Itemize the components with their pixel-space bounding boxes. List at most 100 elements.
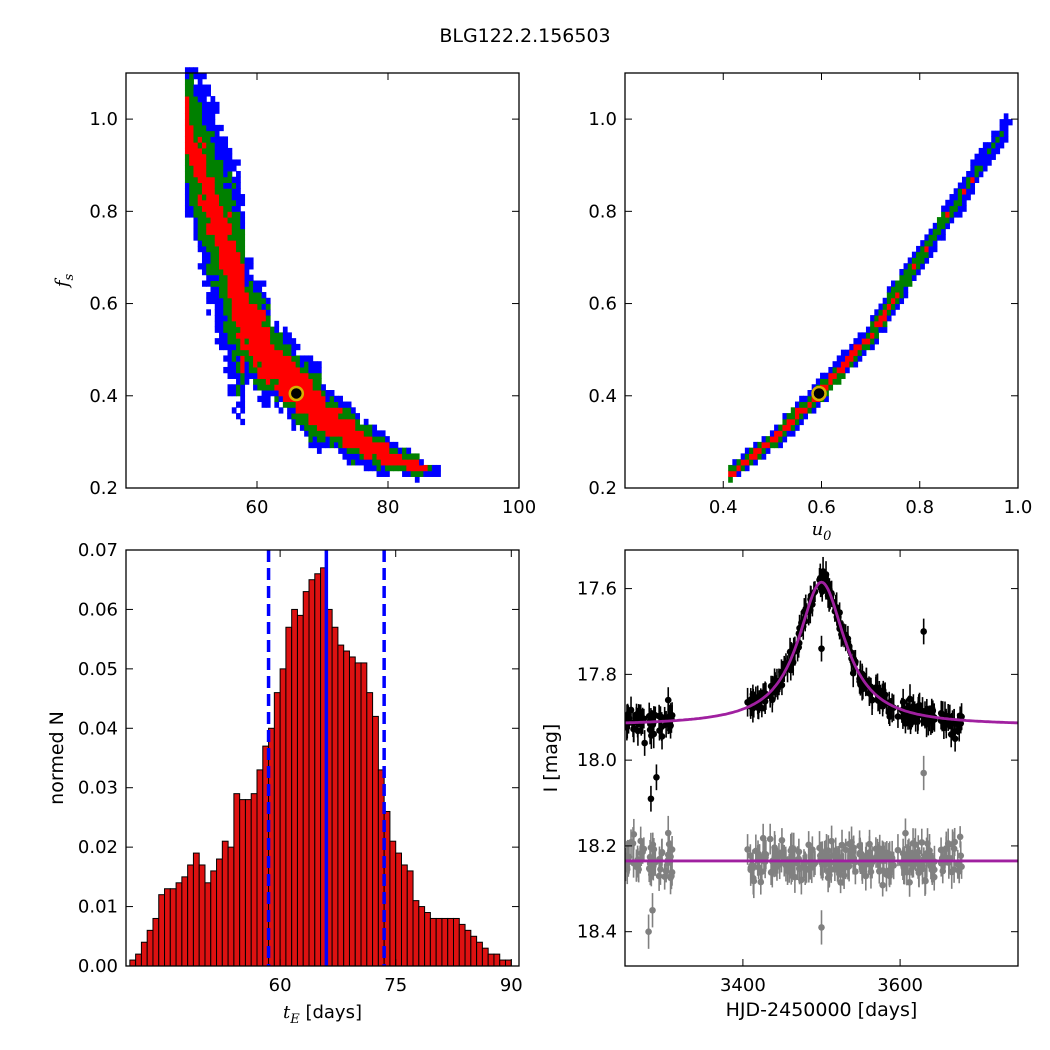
density-cell (223, 194, 229, 201)
outlier-top (664, 696, 672, 704)
density-cell (385, 470, 390, 477)
density-cell (189, 73, 194, 80)
density-cell (431, 464, 437, 472)
histogram-bar (476, 941, 483, 967)
y-axis-label: normed N (46, 711, 68, 805)
density-cell (201, 182, 207, 189)
y-tick-label: 0.2 (588, 478, 617, 499)
density-cell (227, 338, 233, 345)
density-cell (786, 424, 792, 431)
data-point-bottom (658, 848, 666, 856)
density-cell (274, 395, 280, 403)
density-cell (214, 130, 220, 137)
density-cell (333, 436, 339, 443)
density-cell (240, 320, 246, 328)
density-cell (261, 349, 267, 356)
density-cell (991, 136, 996, 143)
density-cell (308, 372, 314, 379)
x-tick-label: 80 (377, 497, 400, 518)
histogram-bar (389, 840, 397, 967)
density-cell (184, 113, 190, 120)
density-cell (970, 188, 976, 195)
density-cell (393, 453, 399, 460)
density-cell (206, 159, 211, 166)
density-cell (223, 320, 229, 328)
density-cell (206, 165, 211, 172)
density-cell (201, 268, 207, 276)
density-cell (253, 315, 258, 322)
density-cell (223, 153, 229, 160)
data-point-bottom (796, 865, 803, 873)
density-cell (236, 228, 241, 235)
density-cell (193, 199, 199, 207)
histogram-bar (395, 852, 402, 967)
density-cell (193, 107, 199, 114)
density-cell (406, 470, 412, 477)
density-cell (744, 453, 750, 460)
density-cell (236, 286, 241, 293)
density-cell (236, 292, 241, 299)
density-cell (882, 320, 888, 328)
density-cell (236, 384, 241, 391)
density-cell (308, 401, 314, 408)
density-cell (865, 332, 871, 339)
density-cell (291, 343, 297, 351)
density-cell (193, 101, 199, 109)
density-cell (223, 240, 229, 247)
density-cell (282, 378, 288, 385)
density-cell (193, 119, 199, 126)
density-cell (210, 182, 216, 189)
density-cell (240, 407, 246, 414)
data-point-bottom (879, 881, 886, 889)
density-cell (1003, 124, 1009, 132)
density-cell (978, 147, 984, 155)
density-cell (769, 441, 775, 449)
density-cell (849, 349, 854, 356)
density-cell (316, 390, 322, 397)
density-cell (270, 361, 275, 368)
density-cell (350, 430, 356, 437)
density-cell (253, 303, 258, 310)
density-cell (206, 205, 211, 212)
density-cell (870, 338, 875, 345)
density-cell (210, 274, 216, 281)
density-cell (299, 384, 305, 391)
density-cell (193, 73, 199, 80)
density-cell (265, 332, 271, 339)
density-cell (870, 343, 875, 351)
density-cell (219, 303, 224, 310)
density-cell (774, 441, 779, 449)
density-cell (261, 320, 267, 328)
density-cell (219, 142, 224, 149)
density-cell (359, 459, 365, 466)
density-cell (214, 124, 220, 132)
density-cell (961, 199, 967, 207)
data-point-bottom (906, 879, 913, 886)
outlier-bottom (664, 829, 672, 837)
density-cell (261, 355, 267, 362)
outlier-bottom (920, 769, 927, 777)
density-cell (219, 211, 224, 218)
density-cell (811, 384, 817, 391)
density-cell (231, 194, 237, 201)
density-cell (184, 194, 190, 201)
density-cell (316, 366, 322, 374)
density-cell (757, 441, 763, 449)
x-axis-label: u0 (812, 519, 832, 544)
density-cell (928, 251, 934, 258)
density-cell (282, 390, 288, 397)
density-cell (223, 343, 229, 351)
density-cell (291, 378, 297, 385)
density-cell (223, 147, 229, 155)
density-cell (201, 205, 207, 212)
density-cell (265, 315, 271, 322)
density-cell (287, 407, 292, 414)
density-cell (870, 332, 875, 339)
density-cell (849, 343, 854, 351)
density-cell (321, 390, 326, 397)
density-cell (201, 194, 207, 201)
density-cell (227, 263, 233, 270)
data-point-bottom (862, 872, 870, 880)
density-cell (966, 176, 971, 184)
density-cell (419, 464, 424, 472)
